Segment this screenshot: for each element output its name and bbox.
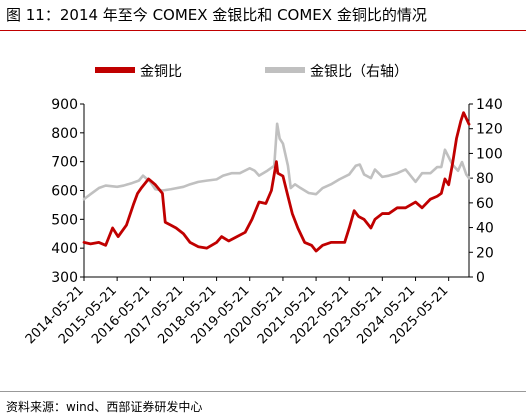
source-note: 资料来源：wind、西部证券研发中心 bbox=[6, 400, 203, 414]
y-tick-label-left: 300 bbox=[51, 270, 78, 286]
y-tick-label-right: 40 bbox=[476, 221, 494, 237]
legend-label-silver: 金银比（右轴） bbox=[310, 64, 408, 80]
y-tick-label-right: 0 bbox=[476, 270, 485, 286]
silver-ratio-line bbox=[82, 122, 471, 201]
y-tick-label-right: 100 bbox=[476, 146, 503, 162]
y-tick-label-right: 60 bbox=[476, 196, 494, 212]
y-tick-label-left: 600 bbox=[51, 184, 78, 200]
y-tick-label-left: 900 bbox=[51, 97, 78, 113]
axes: 3004005006007008009000204060801001201402… bbox=[23, 97, 503, 347]
y-tick-label-right: 80 bbox=[476, 171, 494, 187]
copper-ratio-line bbox=[82, 111, 471, 253]
title-divider bbox=[0, 30, 526, 31]
legend: 金铜比 金银比（右轴） bbox=[95, 64, 408, 80]
y-tick-label-left: 800 bbox=[51, 126, 78, 142]
y-tick-label-left: 400 bbox=[51, 241, 78, 257]
y-tick-label-right: 140 bbox=[476, 97, 503, 113]
source-divider bbox=[0, 391, 526, 392]
y-tick-label-right: 120 bbox=[476, 122, 503, 138]
chart-area: 金铜比 金银比（右轴） 300 400 500 600 700 800 900 0 20 40 60… bbox=[23, 64, 503, 347]
figure-title: 图 11：2014 年至今 COMEX 金银比和 COMEX 金铜比的情况 bbox=[6, 6, 427, 24]
legend-label-copper: 金铜比 bbox=[140, 64, 182, 80]
y-tick-label-left: 500 bbox=[51, 212, 78, 228]
series-copper-ratio bbox=[82, 111, 471, 253]
y-tick-label-right: 20 bbox=[476, 245, 494, 261]
y-tick-label-left: 700 bbox=[51, 155, 78, 171]
series-silver-ratio bbox=[82, 122, 471, 201]
